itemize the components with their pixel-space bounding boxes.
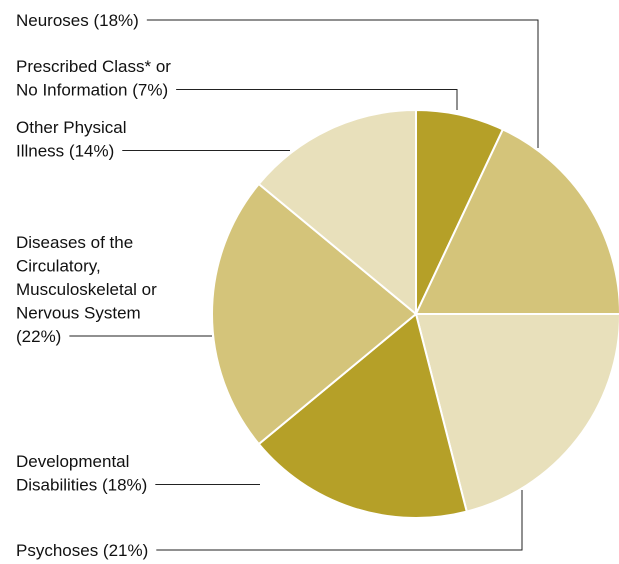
slice-label: No Information (7%): [16, 81, 168, 100]
leader-line: [176, 89, 458, 110]
slice-label: Circulatory,: [16, 257, 101, 276]
slice-label: Prescribed Class* or: [16, 57, 171, 76]
pie-slice: [414, 313, 619, 513]
slice-label: Developmental: [16, 452, 129, 471]
leader-line: [156, 490, 523, 551]
slice-label: Disabilities (18%): [16, 476, 147, 495]
slice-label: Nervous System: [16, 304, 141, 323]
pie-slice: [257, 108, 417, 317]
slice-label: Neuroses (18%): [16, 11, 139, 30]
slice-label: Musculoskeletal or: [16, 280, 157, 299]
slice-label: Illness (14%): [16, 142, 114, 161]
slice-label: Diseases of the: [16, 233, 133, 252]
slice-label: (22%): [16, 327, 61, 346]
slice-label: Other Physical: [16, 118, 127, 137]
slice-label: Psychoses (21%): [16, 541, 148, 560]
pie-slice: [211, 182, 418, 446]
pie-slice: [257, 312, 468, 519]
leader-line: [146, 19, 539, 148]
